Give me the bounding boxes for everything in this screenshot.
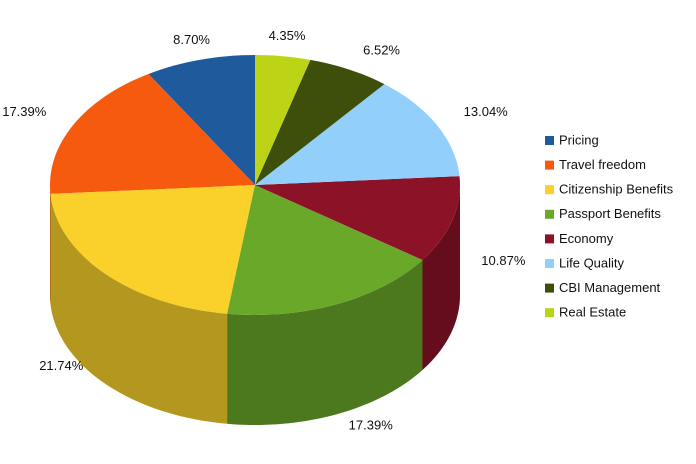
legend-label: Life Quality xyxy=(559,255,625,270)
data-label: 10.87% xyxy=(481,253,526,268)
slice xyxy=(50,185,255,314)
legend-swatch xyxy=(545,283,554,293)
legend-label: Travel freedom xyxy=(559,157,646,172)
slice xyxy=(50,73,256,194)
data-label: 17.39% xyxy=(349,417,394,432)
slice-side xyxy=(50,193,228,424)
legend-swatch xyxy=(545,209,554,219)
slice-side-shade xyxy=(50,193,228,424)
legend-swatch xyxy=(545,136,554,145)
slice xyxy=(227,185,423,315)
legend-label: Passport Benefits xyxy=(559,206,661,221)
data-label: 13.04% xyxy=(464,104,509,119)
legend-swatch xyxy=(545,259,554,268)
slice-side xyxy=(422,185,460,370)
legend-swatch xyxy=(545,160,554,170)
legend-swatch xyxy=(545,234,554,244)
slice xyxy=(255,55,311,185)
slice xyxy=(255,59,385,185)
slice xyxy=(255,176,460,260)
legend-label: Economy xyxy=(559,231,614,246)
slice-side xyxy=(227,259,423,425)
data-label: 17.39% xyxy=(2,104,47,119)
slice-side-shade xyxy=(227,259,423,425)
slice xyxy=(148,55,255,185)
data-label: 8.70% xyxy=(173,32,210,47)
legend-label: CBI Management xyxy=(559,280,661,295)
slice xyxy=(255,84,460,185)
legend-label: Real Estate xyxy=(559,305,626,320)
data-label: 21.74% xyxy=(39,358,84,373)
data-label: 6.52% xyxy=(363,43,400,58)
legend-label: Citizenship Benefits xyxy=(559,182,674,197)
slice-side-shade xyxy=(422,185,460,370)
legend-swatch xyxy=(545,308,554,318)
legend-swatch xyxy=(545,185,554,195)
legend-label: Pricing xyxy=(559,132,599,147)
data-label: 4.35% xyxy=(269,28,306,43)
